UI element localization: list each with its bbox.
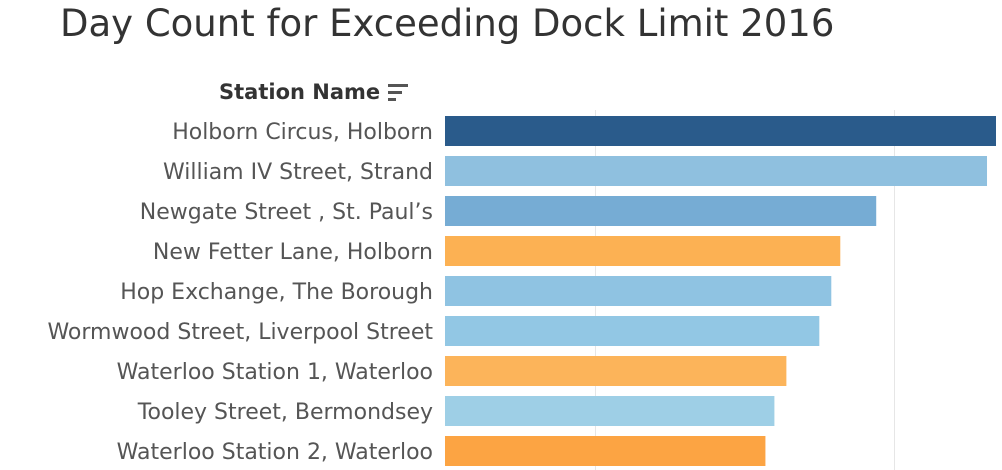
bar-0[interactable] — [445, 116, 996, 146]
label-layer: Holborn Circus, Holborn William IV Street… — [47, 120, 433, 465]
category-label-5[interactable]: Wormwood Street, Liverpool Street — [47, 320, 433, 345]
bar-3[interactable] — [445, 236, 841, 266]
category-label-0[interactable]: Holborn Circus, Holborn — [172, 120, 433, 145]
bar-7[interactable] — [445, 396, 775, 426]
category-label-7[interactable]: Tooley Street, Bermondsey — [137, 400, 433, 425]
column-header-station-name[interactable]: Station Name — [219, 80, 409, 104]
bar-layer — [445, 116, 996, 466]
sort-descending-icon[interactable] — [388, 83, 409, 101]
category-label-2[interactable]: Newgate Street , St. Paul’s — [140, 200, 433, 225]
bar-5[interactable] — [445, 316, 820, 346]
category-label-3[interactable]: New Fetter Lane, Holborn — [153, 240, 433, 265]
bar-1[interactable] — [445, 156, 988, 186]
bar-8[interactable] — [445, 436, 766, 466]
category-label-4[interactable]: Hop Exchange, The Borough — [120, 280, 433, 305]
category-label-6[interactable]: Waterloo Station 1, Waterloo — [117, 360, 433, 385]
bar-4[interactable] — [445, 276, 832, 306]
bar-2[interactable] — [445, 196, 877, 226]
category-label-1[interactable]: William IV Street, Strand — [163, 160, 433, 185]
chart-title: Day Count for Exceeding Dock Limit 2016 — [60, 2, 835, 45]
column-header-label: Station Name — [219, 80, 381, 104]
category-label-8[interactable]: Waterloo Station 2, Waterloo — [117, 440, 433, 465]
bar-6[interactable] — [445, 356, 787, 386]
